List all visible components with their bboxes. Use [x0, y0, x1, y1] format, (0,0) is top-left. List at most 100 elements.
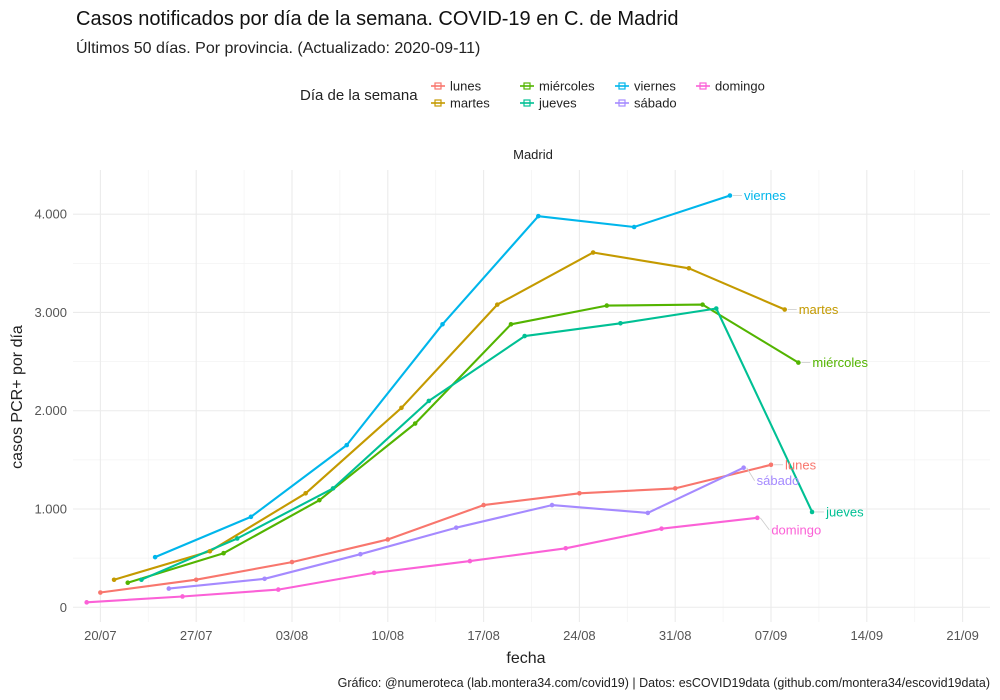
legend-key-box [434, 99, 442, 107]
data-point [727, 193, 733, 198]
data-point [139, 577, 144, 583]
legend-label: sábado [634, 96, 677, 111]
data-point [412, 421, 418, 426]
data-point [796, 360, 801, 365]
series-line [100, 463, 772, 594]
series-line [113, 251, 786, 581]
series-end-label: lunes [785, 457, 817, 472]
series-line [127, 303, 799, 584]
series-line [154, 194, 731, 559]
data-point [385, 537, 391, 542]
data-point [481, 502, 486, 508]
legend-label: martes [450, 96, 490, 111]
x-axis-title: fecha [506, 650, 545, 667]
data-point [755, 515, 760, 521]
x-tick-label: 14/09 [851, 628, 884, 643]
legend-key-box [523, 82, 531, 90]
x-tick-label: 07/09 [755, 628, 788, 643]
data-point [536, 213, 541, 219]
data-point [289, 559, 295, 565]
series-line [140, 307, 814, 581]
data-point [563, 546, 569, 551]
x-tick-label: 27/07 [180, 628, 213, 643]
data-point [344, 442, 350, 448]
chart-subtitle: Últimos 50 días. Por provincia. (Actuali… [76, 38, 480, 57]
data-point [782, 307, 788, 312]
data-point [207, 548, 213, 554]
series-end-label: jueves [825, 504, 864, 519]
x-tick-label: 21/09 [946, 628, 979, 643]
series-end-label: miércoles [812, 355, 868, 370]
data-point [549, 502, 555, 508]
data-point [371, 570, 377, 576]
legend-key-box [618, 82, 626, 90]
y-tick-label: 0 [60, 600, 67, 615]
x-tick-label: 03/08 [276, 628, 309, 643]
data-point [248, 514, 254, 520]
x-tick-label: 31/08 [659, 628, 692, 643]
data-point [303, 490, 308, 496]
data-point [221, 550, 226, 556]
data-point [426, 398, 432, 404]
data-point [672, 486, 678, 491]
end-label-connector [746, 467, 755, 481]
series-points [84, 193, 815, 605]
y-tick-label: 4.000 [34, 207, 67, 222]
y-tick-label: 2.000 [34, 403, 67, 418]
data-point [262, 576, 267, 582]
chart-caption: Gráfico: @numeroteca (lab.montera34.com/… [338, 676, 990, 690]
data-point [275, 587, 281, 592]
data-point [604, 303, 610, 308]
data-point [741, 465, 746, 471]
series-end-label: sábado [757, 473, 800, 488]
series-end-labels: lunes martes miércoles jueves viernes sábado d… [732, 188, 869, 537]
series-lines [86, 194, 814, 604]
data-point [84, 600, 89, 605]
facet-label: Madrid [513, 147, 553, 162]
x-axis-ticks: 20/07 27/07 03/08 10/08 17/08 24/08 31/08 07/09… [84, 628, 979, 643]
y-axis-ticks: 0 1.000 2.000 3.000 4.000 [34, 207, 67, 615]
x-tick-label: 24/08 [563, 628, 596, 643]
data-point [330, 486, 336, 491]
data-point [234, 536, 240, 541]
data-point [358, 551, 363, 557]
chart-title: Casos notificados por día de la semana. … [76, 8, 679, 30]
data-point [125, 580, 131, 585]
legend-key-box [699, 82, 707, 90]
data-point [317, 497, 322, 503]
data-point [111, 577, 117, 583]
data-point [152, 554, 158, 560]
end-label-connector [760, 517, 770, 531]
data-point [700, 302, 705, 307]
data-point [166, 586, 172, 591]
data-point [713, 306, 719, 311]
series-end-label: martes [799, 302, 839, 317]
legend-key-box [618, 99, 626, 107]
series-end-label: viernes [744, 188, 786, 203]
grid-lines [73, 170, 990, 622]
data-point [180, 594, 185, 599]
data-point [494, 302, 500, 307]
data-point [618, 320, 623, 326]
data-point [467, 558, 473, 564]
data-point [645, 510, 651, 516]
y-tick-label: 3.000 [34, 305, 67, 320]
legend-label: miércoles [539, 79, 595, 94]
series-end-label: domingo [771, 522, 821, 537]
legend-key-box [523, 99, 531, 107]
x-tick-label: 20/07 [84, 628, 117, 643]
data-point [98, 590, 103, 595]
data-point [686, 265, 692, 271]
data-point [399, 405, 404, 411]
series-line [86, 516, 758, 604]
legend-key-box [434, 82, 442, 90]
y-axis-title: casos PCR+ por día [9, 325, 26, 469]
data-point [522, 333, 527, 339]
y-tick-label: 1.000 [34, 502, 67, 517]
data-point [768, 462, 774, 468]
legend-label: lunes [450, 79, 482, 94]
data-point [631, 224, 637, 230]
data-point [577, 490, 582, 496]
data-point [193, 577, 199, 583]
